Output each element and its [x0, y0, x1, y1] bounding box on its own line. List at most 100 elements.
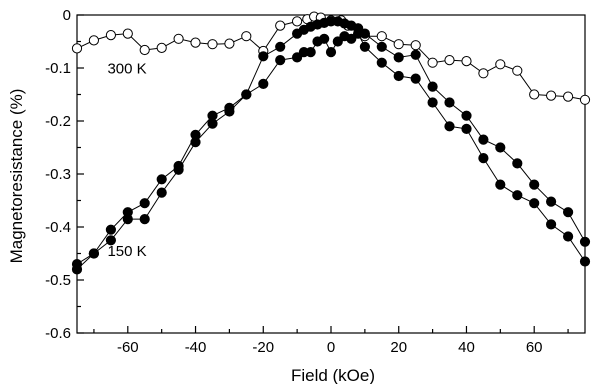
open-circle-point: [71, 43, 83, 54]
filled-circle-point: [332, 36, 343, 47]
open-circle-point: [563, 91, 574, 102]
open-circle-point: [241, 31, 252, 42]
filled-circle-point: [325, 47, 337, 58]
filled-circle-point: [241, 89, 252, 100]
filled-circle-point: [563, 207, 574, 218]
open-circle-point: [410, 40, 421, 51]
open-circle-point: [579, 94, 591, 105]
y-axis-title: Magnetoresistance (%): [7, 89, 26, 264]
filled-circle-point: [461, 110, 472, 121]
open-circle-point: [88, 35, 100, 46]
filled-circle-point: [359, 41, 370, 52]
filled-circle-point: [105, 224, 117, 235]
filled-circle-point: [122, 214, 133, 225]
plot-axes: -60 -40 -20 0 20 40 60 0 -0.1 -0.2 -0.3 -0.4 -0.5 -0.…: [45, 7, 586, 356]
filled-circle-point: [529, 198, 540, 209]
y-tick-label: -0.5: [45, 272, 71, 289]
filled-circle-point: [393, 70, 404, 82]
x-axis-title: Field (kOe): [291, 366, 375, 384]
filled-circle-point: [376, 41, 387, 52]
annotation-layer: 300 K 150 K: [107, 60, 146, 260]
filled-circle-point: [353, 28, 364, 39]
filled-circle-point: [529, 179, 540, 190]
open-circle-point: [444, 55, 455, 66]
series-2: [71, 28, 591, 275]
open-circle-point: [207, 39, 218, 50]
filled-circle-point: [139, 214, 150, 225]
filled-circle-point: [207, 118, 218, 129]
annotation-label: 150 K: [107, 243, 146, 260]
filled-circle-point: [190, 137, 201, 148]
annotation-label: 300 K: [107, 60, 146, 77]
x-tick-label: 0: [327, 339, 335, 356]
open-circle-point: [275, 20, 286, 31]
filled-circle-point: [346, 33, 357, 44]
open-circle-point: [190, 37, 201, 48]
x-tick-label: 40: [458, 339, 475, 356]
open-circle-point: [393, 39, 404, 50]
open-circle-point: [105, 29, 117, 41]
x-tick-label: -60: [117, 339, 139, 356]
filled-circle-point: [71, 264, 83, 275]
filled-circle-point: [563, 231, 574, 242]
open-circle-point: [495, 59, 506, 70]
filled-circle-point: [305, 47, 316, 58]
y-tick-label: -0.3: [45, 166, 71, 183]
filled-circle-point: [427, 97, 438, 108]
filled-circle-point: [478, 153, 489, 164]
filled-circle-point: [292, 52, 303, 63]
filled-circle-point: [105, 235, 117, 246]
plot-frame: [76, 14, 586, 334]
y-tick-label: -0.1: [45, 60, 71, 77]
open-circle-point: [122, 28, 133, 39]
filled-circle-point: [495, 142, 506, 153]
x-tick-label: 20: [390, 339, 407, 356]
filled-circle-point: [319, 33, 330, 44]
series-line: [76, 16, 586, 101]
y-tick-label: -0.6: [45, 325, 71, 342]
open-circle-point: [224, 38, 235, 49]
filled-circle-point: [512, 158, 523, 169]
filled-circle-point: [376, 57, 387, 68]
filled-circle-point: [546, 219, 557, 230]
filled-circle-point: [410, 49, 421, 60]
filled-circle-point: [156, 174, 167, 185]
filled-circle-point: [512, 190, 523, 201]
filled-circle-point: [461, 123, 472, 134]
filled-circle-point: [546, 196, 557, 207]
series-layer: [71, 11, 591, 275]
open-circle-point: [478, 68, 489, 79]
filled-circle-point: [410, 73, 421, 84]
filled-circle-point: [156, 187, 167, 198]
filled-circle-point: [224, 106, 235, 117]
filled-circle-point: [478, 134, 489, 145]
open-circle-point: [173, 33, 184, 44]
y-tick-label: 0: [63, 7, 71, 24]
open-circle-point: [292, 16, 303, 27]
filled-circle-point: [444, 97, 455, 108]
open-circle-point: [546, 90, 557, 101]
filled-circle-point: [444, 121, 455, 132]
filled-circle-point: [427, 81, 438, 92]
y-tick-label: -0.2: [45, 113, 71, 130]
series-line: [76, 32, 586, 270]
open-circle-point: [156, 42, 167, 54]
filled-circle-point: [393, 52, 404, 63]
filled-circle-point: [579, 236, 591, 247]
filled-circle-point: [275, 55, 286, 66]
filled-circle-point: [139, 198, 150, 209]
filled-circle-point: [88, 248, 100, 259]
filled-circle-point: [258, 78, 269, 90]
x-tick-label: -40: [185, 339, 207, 356]
open-circle-point: [427, 57, 438, 68]
series-line: [76, 20, 586, 265]
open-circle-point: [512, 65, 523, 76]
filled-circle-point: [579, 256, 591, 267]
filled-circle-point: [173, 164, 184, 175]
open-circle-point: [376, 31, 387, 42]
open-circle-point: [139, 44, 150, 56]
filled-circle-point: [495, 179, 506, 190]
open-circle-point: [529, 89, 540, 100]
open-circle-point: [461, 56, 472, 67]
